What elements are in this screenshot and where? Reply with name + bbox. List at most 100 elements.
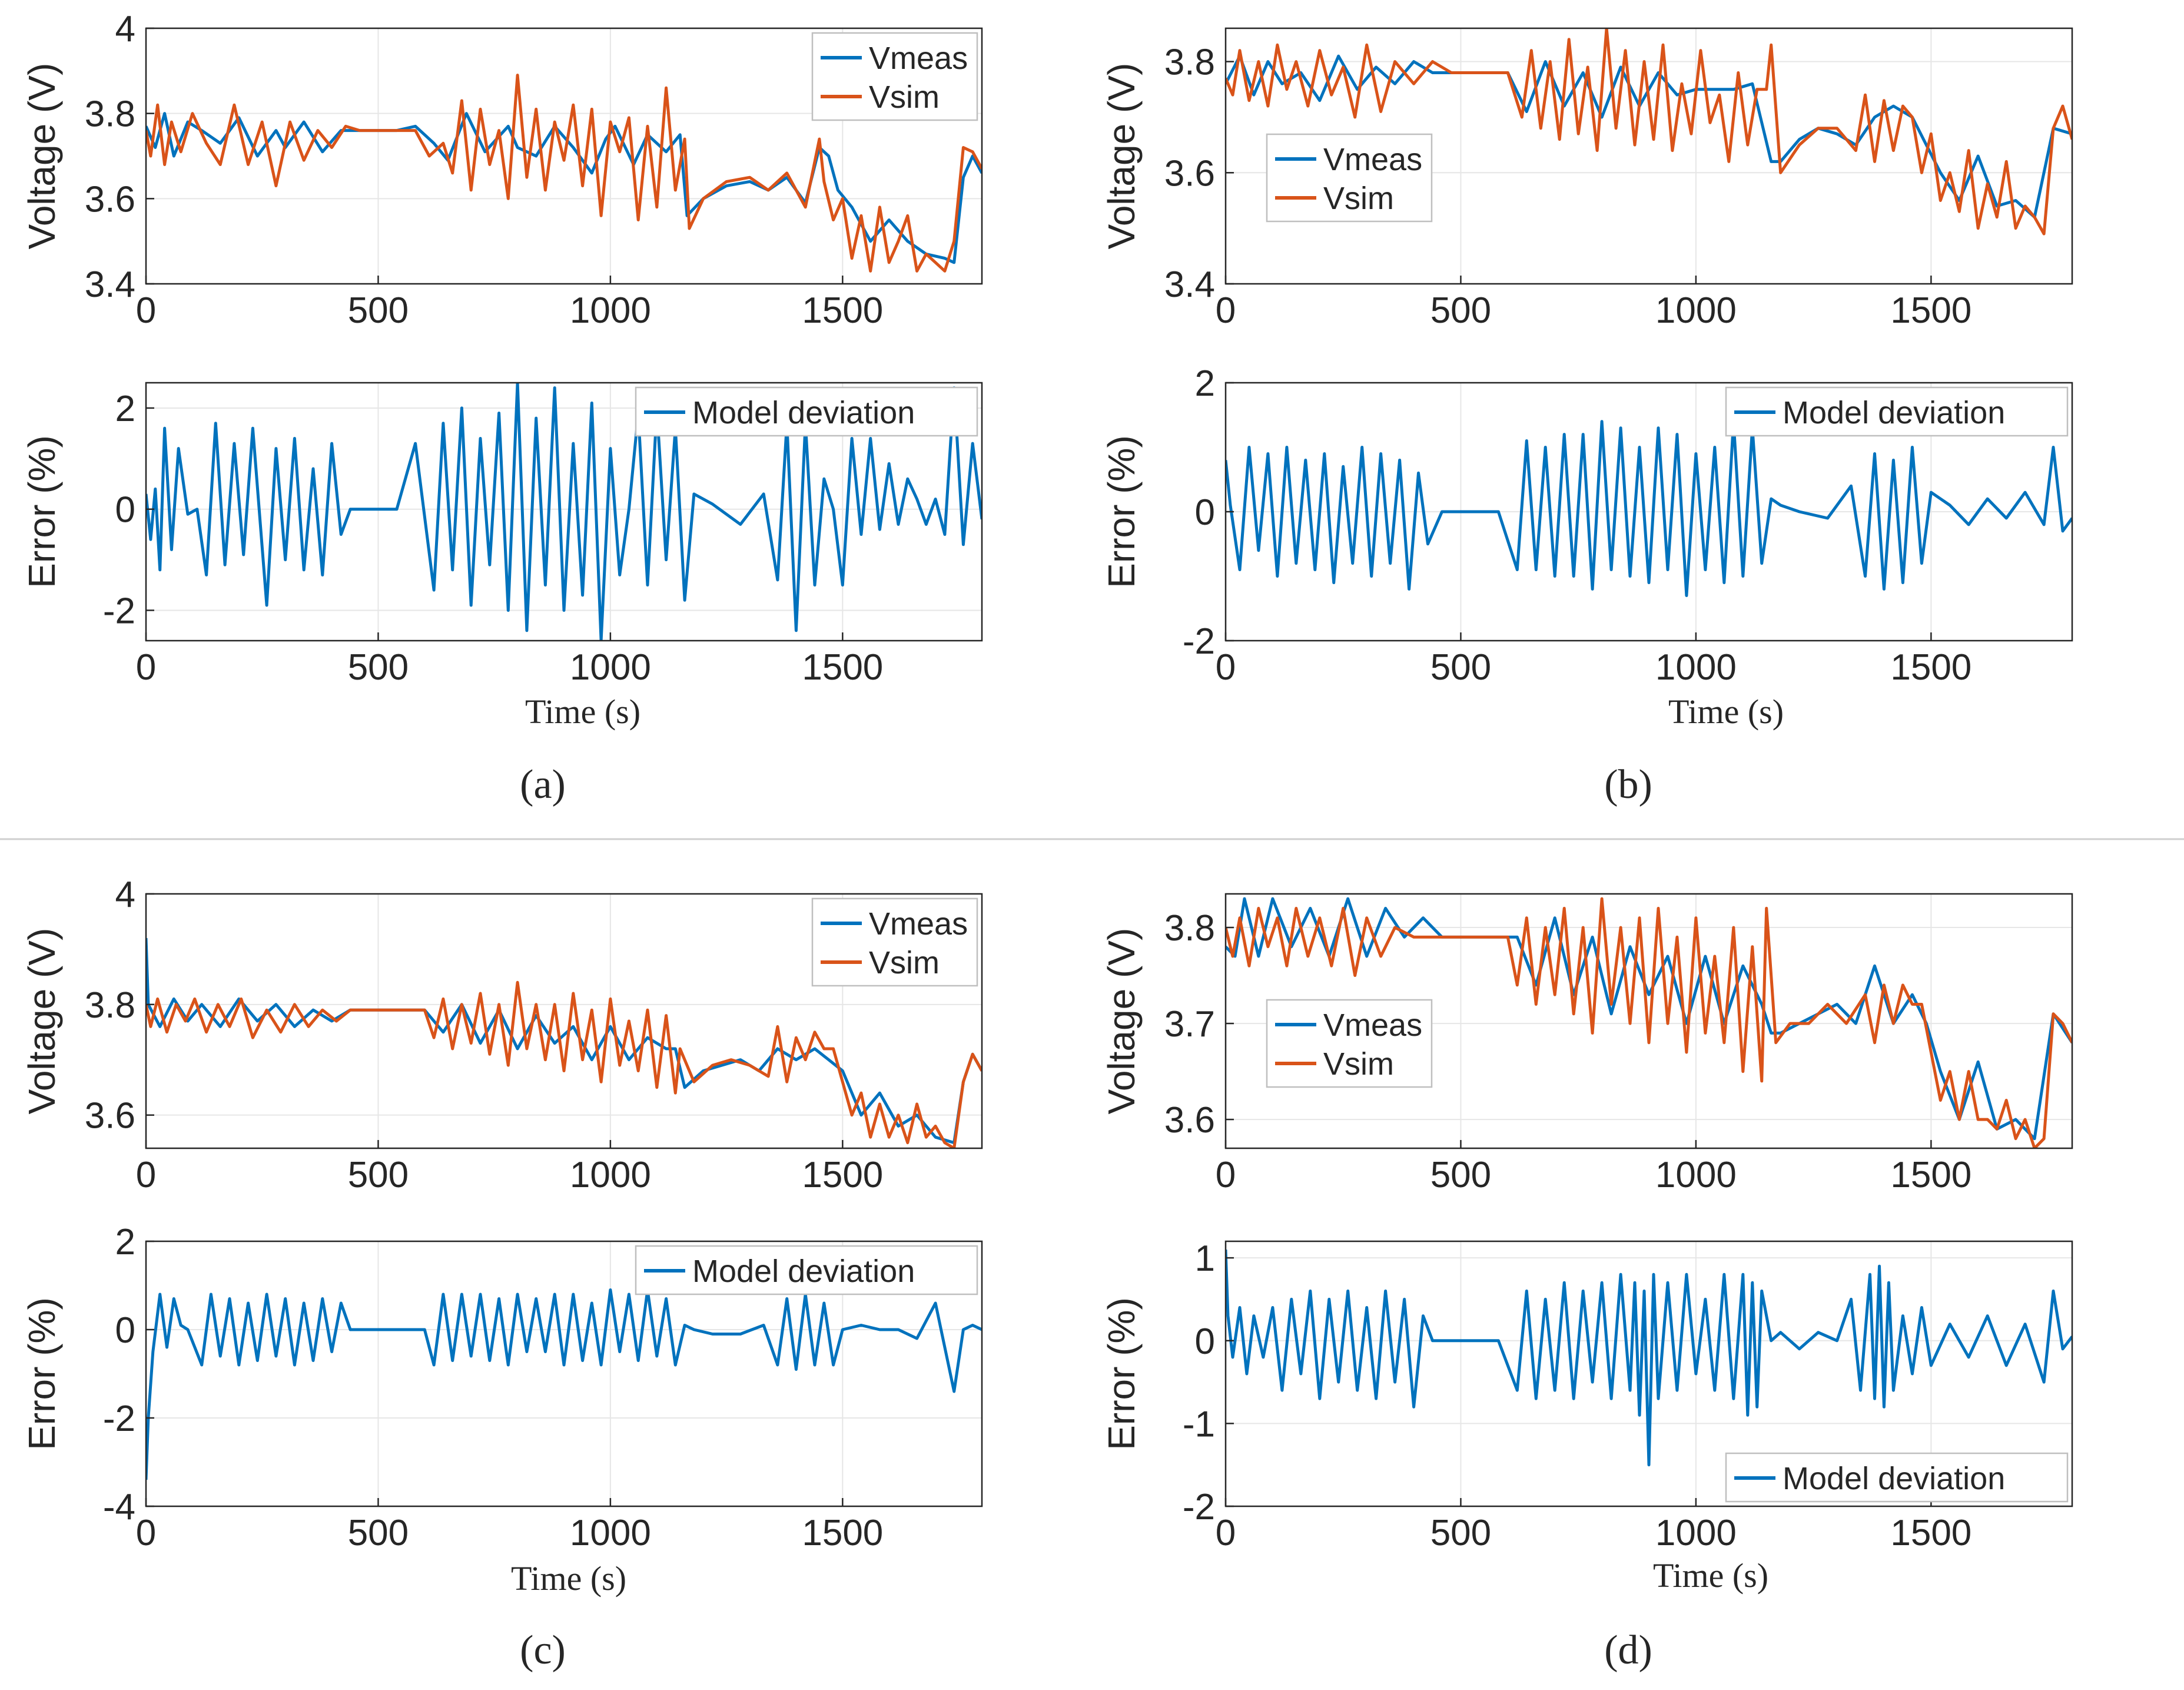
y-tick-label: 3.8 [85, 94, 135, 135]
axes-frame [145, 382, 983, 642]
x-tick-label: 500 [348, 290, 409, 331]
panel-b: 0 500 1000 1500 3.4 3.6 3.8 Voltage (V) Vmeas Vsi… [1100, 27, 2073, 807]
y-axis-label: Error (%) [1100, 1297, 1143, 1450]
x-tick-label: 1500 [1890, 1155, 1971, 1195]
y-tick-label: -4 [103, 1487, 135, 1527]
x-tick-label: 0 [1216, 1155, 1236, 1195]
y-tick-label: 2 [1195, 363, 1215, 404]
y-tick-label: 2 [115, 389, 135, 429]
x-tick-label: 1000 [570, 290, 651, 331]
legend-box [635, 386, 978, 437]
y-tick-label: 3.7 [1164, 1004, 1215, 1045]
series-group [146, 383, 982, 641]
x-tick-label: 1000 [1655, 1513, 1737, 1553]
legend-box [1266, 999, 1433, 1088]
x-tick-label: 0 [136, 1155, 156, 1195]
y-axis-label: Voltage (V) [21, 63, 63, 250]
x-axis-label: Time (s) [1668, 692, 1784, 731]
axes-frame [1224, 1240, 2073, 1507]
panel-label: (c) [520, 1628, 566, 1673]
x-tick-label: 500 [1430, 1513, 1491, 1553]
x-tick-label: 0 [1216, 1513, 1236, 1553]
x-tick-label: 500 [348, 1513, 409, 1553]
axes-frame [145, 893, 983, 1149]
y-tick-label: 3.4 [85, 264, 135, 305]
legend-label: Vsim [1323, 181, 1394, 216]
series-group [1226, 897, 2072, 1148]
x-tick-label: 500 [348, 1155, 409, 1195]
series-line-vsim [146, 980, 982, 1148]
series-line-model-deviation [1226, 1250, 2072, 1467]
legend: Model deviation [1725, 386, 2069, 437]
x-tick-label: 1000 [570, 1513, 651, 1553]
x-tick-label: 0 [136, 1513, 156, 1553]
y-tick-label: 0 [115, 1310, 135, 1351]
series-line-model-deviation [146, 383, 982, 641]
panel-a: 0 500 1000 1500 3.4 3.6 3.8 4 Voltage (V) VmeasVs… [21, 9, 983, 807]
legend-label: Model deviation [692, 1254, 915, 1289]
legend-box [635, 1245, 978, 1295]
legend-label: Model deviation [1783, 395, 2005, 430]
y-tick-label: -2 [1183, 1487, 1215, 1527]
x-tick-label: 1500 [802, 647, 883, 688]
y-tick-label: -2 [103, 1399, 135, 1439]
y-tick-label: -1 [1183, 1404, 1215, 1444]
legend-label: Vsim [869, 945, 940, 980]
x-axis-label: Time (s) [1653, 1556, 1768, 1595]
voltage-chart: 0 500 1000 1500 3.6 3.7 3.8 Voltage (V) VmeasVsi… [1100, 893, 2073, 1195]
x-tick-label: 0 [136, 647, 156, 688]
axes-frame [1224, 893, 2073, 1149]
x-tick-label: 1500 [802, 290, 883, 331]
x-tick-label: 1000 [1655, 290, 1737, 331]
y-axis-label: Voltage (V) [21, 928, 63, 1115]
x-tick-label: 1500 [802, 1155, 883, 1195]
y-axis-label: Error (%) [21, 1297, 63, 1450]
legend: Model deviation [635, 1245, 978, 1295]
y-tick-label: 0 [1195, 1321, 1215, 1362]
legend-label: Vsim [869, 79, 940, 115]
y-tick-label: 3.6 [85, 1096, 135, 1136]
series-group [1226, 1250, 2072, 1467]
legend-box [811, 897, 978, 987]
axes-frame [145, 1240, 983, 1507]
y-axis-label: Error (%) [1100, 435, 1143, 588]
y-tick-label: -2 [103, 591, 135, 631]
legend-label: Vsim [1323, 1046, 1394, 1082]
legend-box [1266, 133, 1433, 223]
series-line-vmeas [146, 112, 982, 264]
error-chart: 0 500 1000 1500 -4 -2 0 2 Error (%) Model deviati… [21, 1222, 983, 1598]
voltage-chart: 0 500 1000 1500 3.4 3.6 3.8 4 Voltage (V) VmeasVs… [21, 9, 983, 331]
x-tick-label: 0 [1216, 290, 1236, 331]
series-group [1226, 28, 2072, 236]
y-tick-label: 3.8 [1164, 42, 1215, 83]
x-tick-label: 500 [1430, 1155, 1491, 1195]
y-tick-label: 3.8 [85, 985, 135, 1026]
series-line-model-deviation [1226, 420, 2072, 597]
x-tick-label: 500 [1430, 647, 1491, 688]
y-axis-label: Voltage (V) [1100, 928, 1143, 1115]
x-tick-label: 1000 [570, 647, 651, 688]
legend-label: Vmeas [869, 906, 968, 942]
series-group [146, 1288, 982, 1480]
legend-label: Vmeas [1323, 1008, 1422, 1043]
series-line-vsim [146, 74, 982, 273]
axes-frame [145, 27, 983, 285]
x-tick-label: 1500 [1890, 1513, 1971, 1553]
panel-label: (d) [1604, 1628, 1652, 1673]
x-tick-label: 500 [348, 647, 409, 688]
y-tick-label: 0 [115, 490, 135, 531]
legend: Model deviation [1725, 1452, 2069, 1503]
voltage-chart: 0 500 1000 1500 3.4 3.6 3.8 Voltage (V) Vmeas Vsi… [1100, 27, 2073, 331]
y-tick-label: 0 [1195, 492, 1215, 533]
axes-frame [1224, 27, 2073, 285]
series-line-vsim [1226, 897, 2072, 1148]
y-tick-label: 4 [115, 9, 135, 49]
x-tick-label: 1000 [1655, 1155, 1737, 1195]
